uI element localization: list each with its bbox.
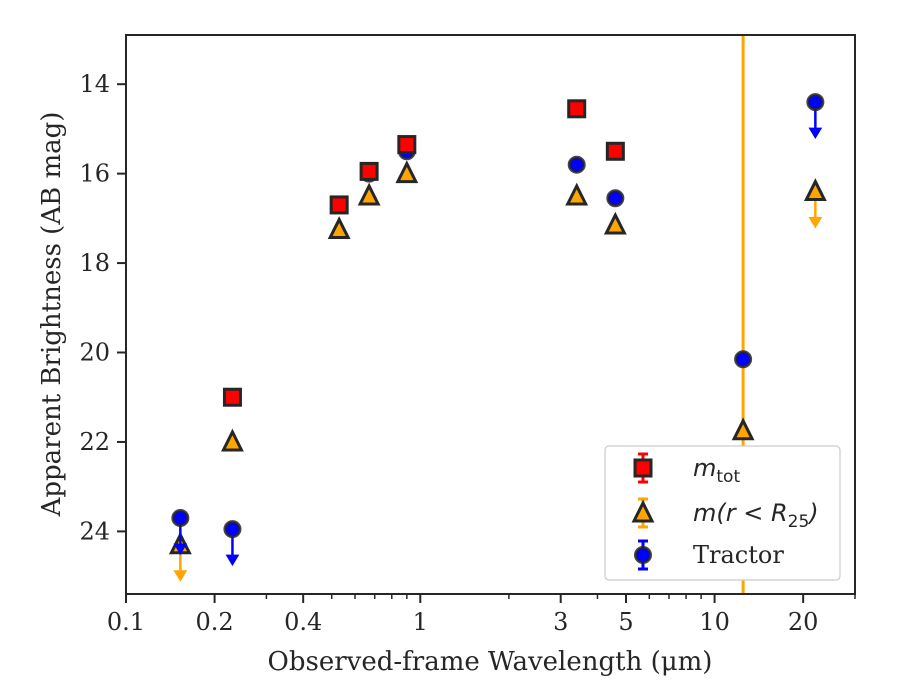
legend-label: m(r < R25) <box>693 499 819 532</box>
square-point <box>329 195 349 215</box>
circle-point <box>606 189 625 208</box>
triangle-marker <box>803 178 827 202</box>
circle-point <box>567 155 586 174</box>
circle-marker <box>171 508 190 527</box>
legend-label: Tractor <box>693 541 784 569</box>
circle-upper-limit-arrow-head <box>173 543 188 555</box>
x-tick-label: 10 <box>699 608 730 636</box>
y-tick-label: 24 <box>79 517 110 545</box>
circle-point <box>734 350 753 369</box>
x-axis-label: Observed-frame Wavelength (μm) <box>268 647 713 677</box>
square-point <box>567 99 587 119</box>
x-tick-label: 1 <box>413 608 428 636</box>
x-axis-ticks: 0.1 0.2 0.4 1 3 5 10 20 <box>107 594 856 636</box>
y-tick-label: 18 <box>79 249 110 277</box>
y-tick-label: 22 <box>79 428 110 456</box>
legend-marker <box>634 546 652 564</box>
y-axis-ticks: 14 16 18 20 22 24 <box>79 70 126 545</box>
circle-marker <box>223 520 242 539</box>
circle-upper-limit-arrow-head <box>808 127 823 140</box>
square-point <box>359 161 379 181</box>
square-point <box>222 387 242 407</box>
triangle-point <box>395 160 419 184</box>
triangle-point <box>565 182 589 206</box>
x-tick-label: 3 <box>553 608 568 636</box>
x-tick-label: 0.4 <box>284 608 322 636</box>
square-point <box>605 141 625 161</box>
triangle-point <box>803 178 827 229</box>
circle-point <box>806 93 825 140</box>
legend-marker <box>631 499 655 523</box>
x-tick-label: 0.2 <box>196 608 234 636</box>
legend-marker <box>633 458 653 478</box>
x-tick-label: 5 <box>618 608 633 636</box>
circle-point <box>223 520 242 567</box>
plot-frame <box>125 34 856 595</box>
triangle-point <box>603 211 627 235</box>
legend-label: mtot <box>693 454 740 487</box>
circle-marker <box>806 93 825 112</box>
circle-point <box>171 508 190 555</box>
triangle-point <box>327 216 351 240</box>
data-points <box>168 93 827 582</box>
y-tick-label: 20 <box>79 339 110 367</box>
y-axis-label: Apparent Brightness (AB mag) <box>37 112 67 518</box>
circle-upper-limit-arrow-head <box>225 554 240 567</box>
triangle-point <box>731 417 755 441</box>
triangle-point <box>357 182 381 206</box>
triangle-upper-limit-arrow-head <box>808 217 823 229</box>
square-point <box>397 135 417 155</box>
legend-item: Tractor <box>634 539 784 571</box>
legend-item: mtot <box>633 452 740 487</box>
y-tick-label: 14 <box>79 70 110 98</box>
legend: mtot m(r < R25) Tractor <box>604 445 841 581</box>
y-tick-label: 16 <box>79 160 110 188</box>
legend-box <box>604 445 841 581</box>
x-tick-label: 20 <box>788 608 819 636</box>
triangle-point <box>221 428 244 452</box>
triangle-upper-limit-arrow-head <box>173 570 188 582</box>
legend-item: m(r < R25) <box>631 497 819 532</box>
x-tick-label: 0.1 <box>107 608 145 636</box>
